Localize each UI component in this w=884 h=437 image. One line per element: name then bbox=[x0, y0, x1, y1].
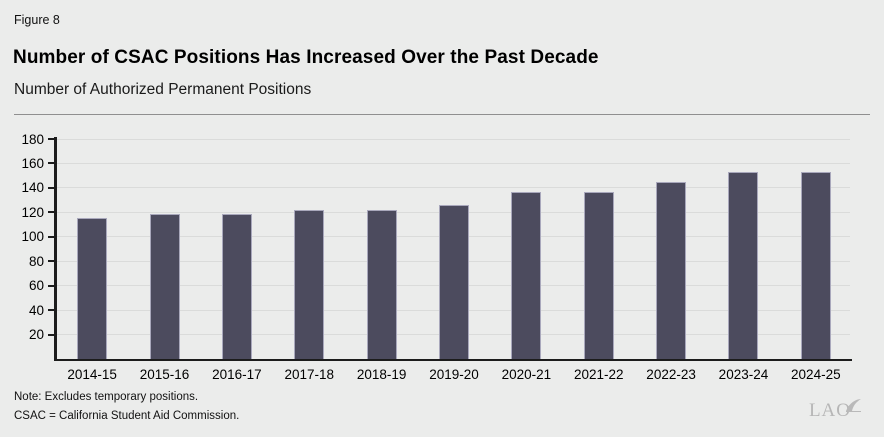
bar bbox=[366, 209, 397, 359]
bar bbox=[656, 181, 687, 359]
y-gridline bbox=[56, 138, 850, 140]
figure-label: Figure 8 bbox=[14, 13, 60, 27]
x-tick-label: 2021-22 bbox=[573, 367, 624, 382]
x-tick-label: 2014-15 bbox=[67, 367, 117, 382]
lao-logo-text: LAO bbox=[808, 400, 851, 421]
y-tick-label: 120 bbox=[21, 204, 44, 220]
bar bbox=[149, 213, 180, 359]
lao-logo: LAO bbox=[808, 398, 863, 422]
y-tick-label: 80 bbox=[28, 253, 44, 269]
y-tick bbox=[48, 162, 56, 165]
bar bbox=[439, 205, 469, 359]
x-tick-label: 2020-21 bbox=[501, 367, 552, 382]
bar bbox=[221, 213, 252, 359]
bar-chart: 20 40 60 80 100 120 140 160 180 2014-15 2015-16 201… bbox=[21, 132, 852, 382]
bar bbox=[728, 172, 759, 359]
note-line: CSAC = California Student Aid Commission… bbox=[14, 410, 240, 422]
note-line: Note: Excludes temporary positions. bbox=[14, 391, 199, 403]
y-tick-label: 160 bbox=[21, 155, 44, 171]
header-divider bbox=[14, 114, 870, 115]
bar bbox=[294, 209, 325, 359]
y-tick-label: 40 bbox=[28, 302, 44, 318]
x-tick-label: 2024-25 bbox=[791, 367, 841, 382]
y-tick bbox=[48, 235, 56, 238]
lao-swoosh-icon bbox=[845, 398, 863, 420]
bar bbox=[800, 172, 831, 359]
x-tick-label: 2022-23 bbox=[646, 367, 696, 382]
x-tick-label: 2015-16 bbox=[139, 367, 190, 382]
y-tick-label: 100 bbox=[21, 229, 44, 245]
y-tick bbox=[48, 333, 56, 336]
bar bbox=[77, 218, 108, 359]
x-tick-label: 2019-20 bbox=[429, 367, 479, 382]
y-tick bbox=[48, 186, 56, 189]
chart-subtitle: Number of Authorized Permanent Positions bbox=[14, 81, 312, 98]
y-gridline bbox=[56, 162, 850, 164]
bar bbox=[583, 191, 614, 359]
y-tick bbox=[48, 138, 56, 140]
y-tick bbox=[48, 309, 56, 312]
y-tick-label: 180 bbox=[21, 131, 44, 147]
y-axis-line bbox=[54, 137, 57, 361]
y-tick bbox=[48, 211, 56, 214]
bar bbox=[511, 191, 542, 359]
x-tick-label: 2016-17 bbox=[212, 367, 262, 382]
y-tick-label: 60 bbox=[28, 278, 44, 294]
y-tick bbox=[48, 284, 56, 287]
x-tick-label: 2018-19 bbox=[356, 367, 407, 382]
x-axis-line bbox=[54, 359, 852, 361]
y-gridline bbox=[56, 187, 850, 189]
y-tick bbox=[48, 260, 56, 263]
y-tick-label: 140 bbox=[21, 180, 44, 196]
x-tick-label: 2017-18 bbox=[284, 367, 335, 382]
x-tick-label: 2023-24 bbox=[718, 367, 769, 382]
page-title: Number of CSAC Positions Has Increased O… bbox=[13, 47, 599, 68]
y-tick-label: 20 bbox=[28, 327, 44, 343]
